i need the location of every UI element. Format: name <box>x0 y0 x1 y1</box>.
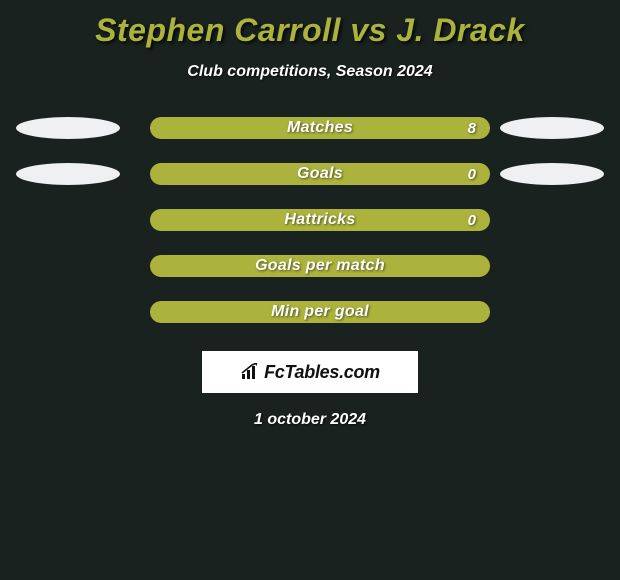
stat-bar: Hattricks 0 <box>150 209 490 231</box>
left-ellipse <box>16 163 120 185</box>
stat-row: Goals per match <box>10 255 610 277</box>
stat-row: Min per goal <box>10 301 610 323</box>
left-ellipse <box>16 117 120 139</box>
stat-value: 0 <box>468 166 476 183</box>
right-ellipse <box>500 163 604 185</box>
stat-label: Goals <box>297 165 343 183</box>
stat-row: Matches 8 <box>10 117 610 139</box>
stat-value: 0 <box>468 212 476 229</box>
stat-label: Matches <box>287 119 353 137</box>
stats-rows: Matches 8 Goals 0 Hattricks 0 Goals per match M… <box>0 117 620 323</box>
date-label: 1 october 2024 <box>0 411 620 429</box>
stat-label: Min per goal <box>271 303 369 321</box>
page-title: Stephen Carroll vs J. Drack <box>0 0 620 49</box>
stat-bar: Goals per match <box>150 255 490 277</box>
stat-value: 8 <box>468 120 476 137</box>
stat-label: Hattricks <box>284 211 355 229</box>
fctables-logo: FcTables.com <box>202 351 418 393</box>
chart-icon <box>240 363 260 381</box>
logo-text: FcTables.com <box>264 362 380 383</box>
stat-row: Goals 0 <box>10 163 610 185</box>
stat-row: Hattricks 0 <box>10 209 610 231</box>
stat-bar: Matches 8 <box>150 117 490 139</box>
right-ellipse <box>500 117 604 139</box>
stat-label: Goals per match <box>255 257 385 275</box>
stat-bar: Min per goal <box>150 301 490 323</box>
stat-bar: Goals 0 <box>150 163 490 185</box>
subtitle: Club competitions, Season 2024 <box>0 63 620 81</box>
